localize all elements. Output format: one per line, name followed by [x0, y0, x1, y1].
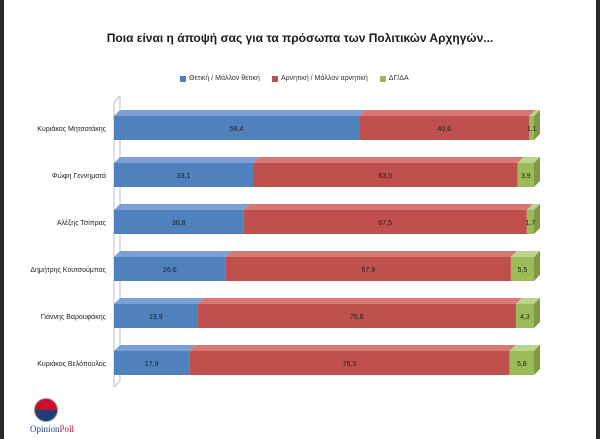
bar-top-dk: [529, 110, 540, 116]
bar-dk: [509, 351, 534, 375]
category-label: Αλέξης Τσίπρας: [57, 219, 107, 227]
chart-slide: Ποια είναι η άποψή σας για τα πρόσωπα τω…: [4, 0, 596, 439]
chart-title: Ποια είναι η άποψή σας για τα πρόσωπα τω…: [106, 31, 494, 45]
value-label-positive: 26,6: [163, 267, 177, 274]
bar-top-dk: [510, 251, 540, 257]
bar-top-negative: [243, 204, 533, 210]
value-label-negative: 76,3: [343, 361, 357, 368]
logo-emblem-icon: [34, 398, 58, 422]
bar-side-dk: [534, 251, 540, 281]
bar-side-dk: [534, 204, 540, 234]
legend-label-positive: Θετική / Μάλλον θετική: [189, 75, 260, 82]
bar-side-dk: [534, 157, 540, 187]
bar-dk: [517, 163, 534, 187]
category-label: Δημήτρης Κουτσούμπας: [30, 266, 106, 274]
legend-swatch-dk: [379, 75, 386, 82]
value-label-negative: 75,8: [350, 314, 364, 321]
bar-side-dk: [534, 345, 540, 375]
bar-positive: [114, 351, 190, 375]
category-label: Κυριάκος Βελόπουλος: [37, 360, 106, 368]
bar-dk: [529, 116, 534, 140]
bar-dk: [515, 304, 534, 328]
bar-negative: [243, 210, 527, 234]
bar-negative: [225, 257, 511, 281]
bar-dk: [510, 257, 534, 281]
legend-swatch-negative: [271, 75, 278, 82]
chart-legend: Θετική / Μάλλον θετική Αρνητική / Μάλλον…: [180, 75, 409, 82]
bar-top-negative: [359, 110, 536, 116]
bar-negative: [197, 304, 516, 328]
axis-top-join: [113, 95, 121, 103]
bar-top-negative: [189, 345, 516, 351]
value-label-negative: 67,9: [361, 267, 375, 274]
legend-item-positive: Θετική / Μάλλον θετική: [180, 75, 260, 82]
logo-text: OpinionPoll: [12, 424, 92, 434]
bar-top-positive: [114, 110, 366, 116]
legend-swatch-positive: [180, 75, 186, 82]
value-label-negative: 67,5: [378, 220, 392, 227]
value-label-positive: 30,8: [172, 220, 186, 227]
opinionpoll-logo: OpinionPoll: [12, 396, 92, 436]
bar-top-positive: [114, 298, 204, 304]
logo-text-opinion: Opinion: [29, 424, 60, 434]
bar-top-positive: [114, 251, 232, 257]
bar-top-positive: [114, 204, 250, 210]
bar-negative: [359, 116, 530, 140]
bar-top-negative: [197, 298, 522, 304]
legend-label-negative: Αρνητική / Μάλλον αρνητική: [280, 75, 368, 82]
value-label-positive: 58,4: [230, 126, 244, 133]
bar-positive: [114, 163, 254, 187]
value-label-dk: 3,9: [521, 173, 531, 180]
category-label: Φώφη Γεννηματά: [52, 172, 106, 180]
bar-positive: [114, 116, 360, 140]
bar-top-positive: [114, 157, 260, 163]
value-label-negative: 63,0: [379, 173, 393, 180]
bar-top-dk: [509, 345, 540, 351]
logo-text-poll: Poll: [59, 424, 75, 434]
bar-dk: [526, 210, 534, 234]
bar-negative: [189, 351, 510, 375]
value-label-dk: 1,7: [526, 220, 536, 227]
stacked-bar-chart: Κυριάκος Μητσοτάκης 58,4 40,6 1,1 Φώφη Γεννη…: [30, 95, 540, 388]
value-label-dk: 1,1: [527, 126, 537, 133]
category-label: Γιάννης Βαρουφάκης: [41, 313, 107, 321]
bar-positive: [114, 257, 226, 281]
legend-label-dk: ΔΓ/ΔΑ: [388, 75, 409, 82]
value-label-dk: 5,8: [517, 361, 527, 368]
bar-negative: [253, 163, 518, 187]
value-label-dk: 4,3: [520, 314, 530, 321]
bar-side-dk: [534, 298, 540, 328]
bar-top-negative: [253, 157, 524, 163]
bar-side-dk: [534, 110, 540, 140]
legend-item-dk: ΔΓ/ΔΑ: [379, 75, 409, 82]
value-label-negative: 40,6: [437, 126, 451, 133]
value-label-dk: 5,5: [518, 267, 528, 274]
bar-top-dk: [517, 157, 540, 163]
axis-bottom-join: [113, 380, 121, 388]
bar-top-positive: [114, 345, 196, 351]
bar-top-dk: [515, 298, 540, 304]
bar-top-negative: [225, 251, 517, 257]
bar-top-dk: [526, 204, 540, 210]
category-label: Κυριάκος Μητσοτάκης: [37, 125, 106, 133]
value-label-positive: 19,9: [149, 314, 163, 321]
value-label-positive: 33,1: [177, 173, 191, 180]
legend-item-negative: Αρνητική / Μάλλον αρνητική: [271, 75, 368, 82]
value-label-positive: 17,9: [145, 361, 159, 368]
bar-positive: [114, 304, 198, 328]
bar-positive: [114, 210, 244, 234]
